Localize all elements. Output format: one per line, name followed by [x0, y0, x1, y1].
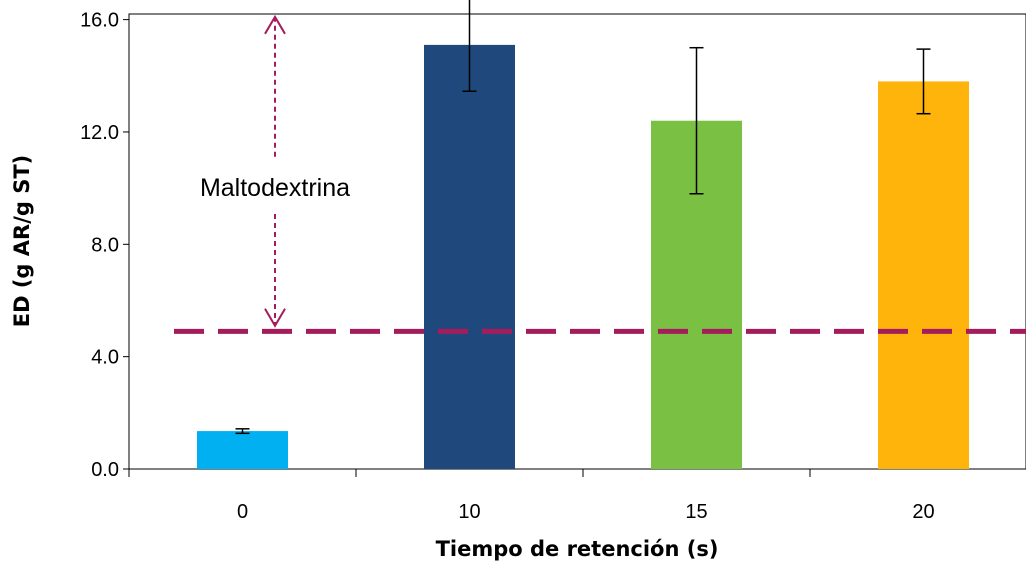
overlay: [174, 14, 1026, 334]
x-axis-title: Tiempo de retención (s): [436, 537, 719, 561]
x-tick-label: 0: [237, 501, 248, 523]
bar: [878, 81, 969, 469]
y-tick-label: 12.0: [80, 122, 119, 144]
x-tick-label: 10: [458, 501, 480, 523]
x-tick-label: 15: [685, 501, 707, 523]
y-tick-label: 16.0: [80, 10, 119, 32]
y-axis-title: ED (g AR/g ST): [10, 155, 34, 328]
bar: [424, 44, 515, 470]
y-tick-label: 4.0: [91, 347, 119, 369]
x-axis: 0 10 15 20: [128, 468, 1026, 523]
arrowhead-down: [264, 308, 286, 328]
y-axis: 0.0 4.0 8.0 12.0 16.0: [80, 10, 130, 481]
x-tick-label: 20: [912, 501, 934, 523]
arrowhead-up: [264, 14, 286, 35]
y-tick-label: 8.0: [91, 234, 119, 256]
bar: [197, 431, 288, 469]
error-bars: [235, 0, 931, 435]
y-tick-label: 0.0: [91, 459, 119, 481]
bars: [197, 44, 969, 470]
annotation-label: Maltodextrina: [200, 174, 350, 202]
